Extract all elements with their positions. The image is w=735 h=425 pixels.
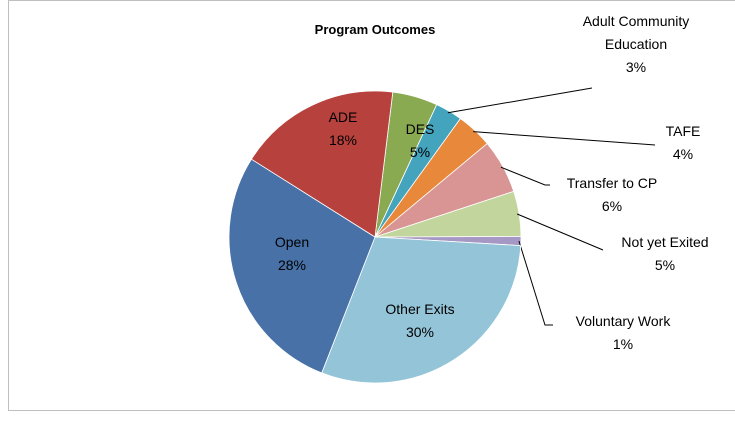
category-label: Open (274, 234, 310, 250)
slice-label: Adult Community Education 3% (581, 10, 691, 79)
chart-border (8, 0, 735, 411)
value-label: 6% (601, 198, 623, 214)
category-label: DES (405, 121, 435, 137)
category-label: Other Exits (385, 301, 455, 317)
slice-label: ADE 18% (278, 106, 408, 152)
category-label: Adult Community Education (582, 13, 690, 52)
leader-line (447, 87, 593, 114)
leader-line (473, 131, 656, 146)
leader-line (500, 166, 550, 186)
value-label: 5% (409, 144, 431, 160)
category-label: Not yet Exited (621, 234, 709, 250)
chart-title: Program Outcomes (314, 22, 436, 37)
slice-label: Open 28% (227, 231, 357, 277)
slice-label: DES 5% (355, 118, 485, 164)
pie-slice (228, 158, 376, 374)
slice-label: Voluntary Work 1% (558, 310, 688, 356)
value-label: 30% (405, 324, 435, 340)
slice-label: TAFE 4% (618, 120, 735, 166)
value-label: 4% (672, 146, 694, 162)
slice-label: Other Exits 30% (355, 298, 485, 344)
value-label: 1% (612, 336, 634, 352)
category-label: Voluntary Work (575, 313, 671, 329)
leader-line (518, 240, 553, 326)
slice-label: Transfer to CP 6% (547, 172, 677, 218)
value-label: 18% (328, 132, 358, 148)
value-label: 28% (277, 257, 307, 273)
category-label: ADE (328, 109, 358, 125)
value-label: 3% (625, 59, 647, 75)
category-label: Transfer to CP (566, 175, 658, 191)
pie-slice (250, 90, 394, 238)
slice-label: Not yet Exited 5% (600, 231, 730, 277)
leader-line (516, 213, 604, 251)
value-label: 5% (654, 257, 676, 273)
category-label: TAFE (665, 123, 701, 139)
pie-slice (321, 236, 522, 384)
